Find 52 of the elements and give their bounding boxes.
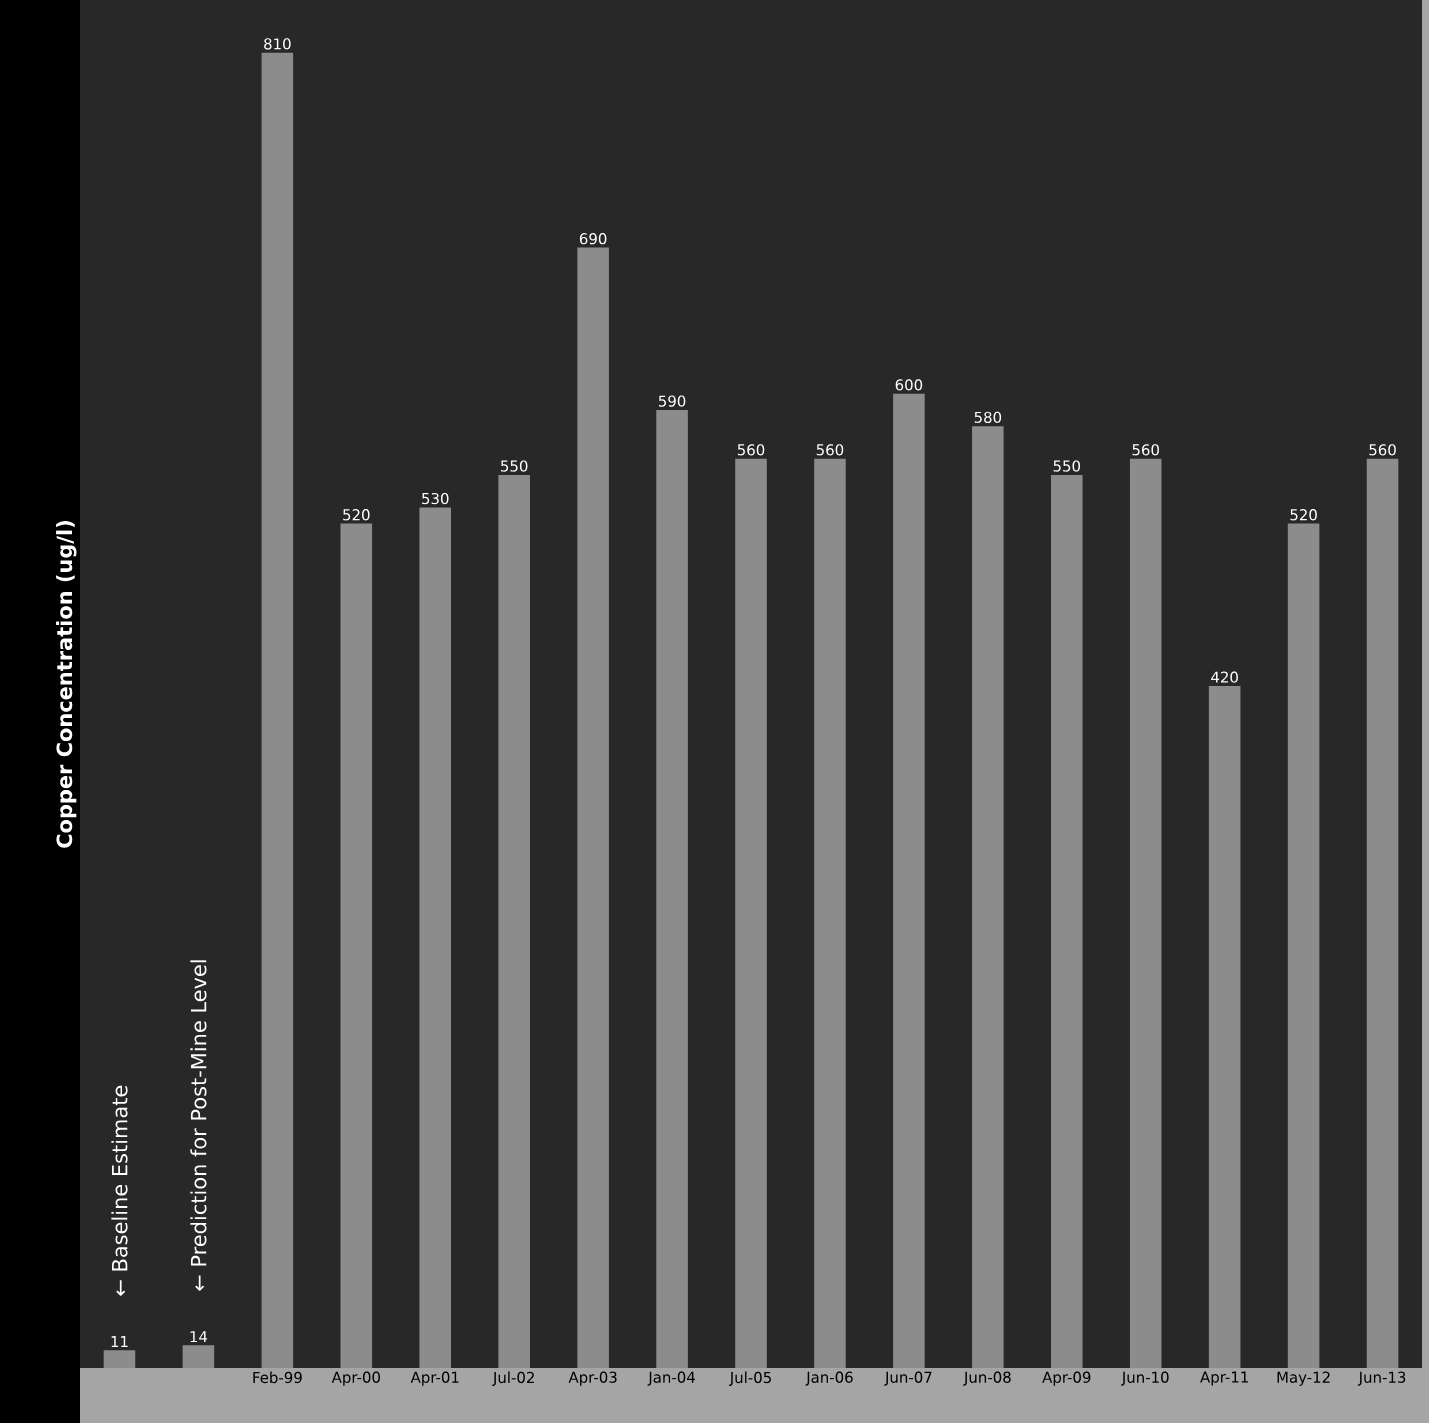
x-tick-label: Jun-13 [1357,1371,1406,1386]
y-axis-title: Copper Concentration (ug/l) [56,521,77,848]
data-label: 14 [190,1331,208,1343]
x-tick-label: Apr-00 [331,1371,380,1386]
bar [893,393,925,1369]
x-tick-label: May-12 [1277,1371,1330,1386]
x-tick-label: Jul-02 [492,1371,534,1386]
annotation: ← Prediction for Post-Mine Level [190,960,207,1291]
x-tick-label: Apr-01 [410,1371,459,1386]
annotation: ← Baseline Estimate [111,1085,128,1296]
x-tick-label: Apr-03 [568,1371,617,1386]
data-label: 810 [264,38,291,50]
x-tick-label: Jun-10 [1121,1371,1169,1386]
x-tick-label: Jan-04 [647,1371,695,1386]
bar [735,458,767,1369]
data-label: 550 [1053,460,1081,472]
data-label: 600 [895,379,923,391]
data-label: 550 [501,460,528,472]
bar [1366,458,1399,1369]
x-tick-label: Jan-06 [805,1371,853,1386]
bar [1129,458,1162,1369]
data-label: 520 [1290,509,1317,521]
bar [1050,474,1083,1369]
x-tick-label: Apr-09 [1042,1371,1091,1386]
x-tick-label: Apr-11 [1200,1371,1248,1386]
bar [972,426,1004,1369]
data-label: 420 [1211,671,1238,683]
data-label: 560 [816,444,844,456]
data-label: 530 [422,492,449,505]
x-tick-label: Feb-99 [253,1371,302,1384]
data-label: 590 [658,395,686,407]
bar [656,409,688,1369]
x-tick-label: Jun-07 [884,1371,932,1386]
bar [419,507,452,1369]
data-label: 580 [974,411,1002,423]
x-tick-label: Jun-08 [963,1371,1011,1386]
data-label: 520 [343,509,370,521]
data-label: 560 [1132,444,1159,456]
bar [340,523,373,1369]
bar [577,247,609,1369]
bar [1287,523,1320,1369]
bar [1208,685,1241,1369]
data-label: 560 [1369,444,1396,456]
bar [182,1345,215,1369]
bar [814,458,846,1369]
data-label: 560 [737,444,765,456]
data-label: 690 [579,233,607,245]
bar [498,474,530,1369]
bar [103,1350,136,1369]
x-tick-label: Jul-05 [729,1371,771,1386]
bar [261,52,294,1369]
data-label: 11 [111,1336,128,1347]
